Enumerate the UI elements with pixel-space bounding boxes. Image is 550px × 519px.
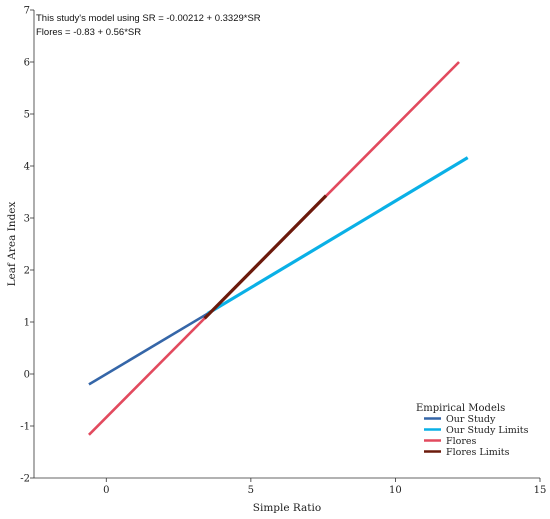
legend-label: Flores xyxy=(446,436,477,447)
y-tick-label: 7 xyxy=(24,6,30,17)
y-tick-label: 5 xyxy=(24,110,30,121)
x-tick-label: 15 xyxy=(534,485,547,496)
x-tick-label: 0 xyxy=(103,485,109,496)
series-line-our-study xyxy=(88,312,209,386)
annotation-model-ours: This study's model using SR = -0.00212 +… xyxy=(36,13,261,24)
x-tick-label: 5 xyxy=(248,485,254,496)
x-ticks: 0 5 10 15 xyxy=(103,478,546,496)
legend-title: Empirical Models xyxy=(416,403,505,414)
y-tick-label: 4 xyxy=(24,162,30,173)
series-layer xyxy=(88,61,469,436)
y-ticks: -2 -1 0 1 2 3 4 5 6 7 xyxy=(20,6,34,485)
x-tick-label: 10 xyxy=(389,485,402,496)
y-tick-label: 6 xyxy=(24,58,30,69)
y-tick-label: 1 xyxy=(24,318,30,329)
annotation-model-flores: Flores = -0.83 + 0.56*SR xyxy=(36,27,141,38)
y-tick-label: 2 xyxy=(24,266,30,277)
y-tick-label: -2 xyxy=(20,474,30,485)
legend-label: Our Study xyxy=(446,414,496,425)
series-line-flores-limits xyxy=(203,194,328,320)
legend-label: Flores Limits xyxy=(446,447,510,458)
plot-frame xyxy=(33,10,540,479)
y-axis-title: Leaf Area Index xyxy=(6,202,18,287)
y-tick-label: -1 xyxy=(20,422,30,433)
y-tick-label: 3 xyxy=(24,214,30,225)
y-tick-label: 0 xyxy=(24,370,30,381)
series-line-our-study-limits xyxy=(206,156,469,316)
x-axis-title: Simple Ratio xyxy=(253,502,321,514)
legend-label: Our Study Limits xyxy=(446,425,529,436)
